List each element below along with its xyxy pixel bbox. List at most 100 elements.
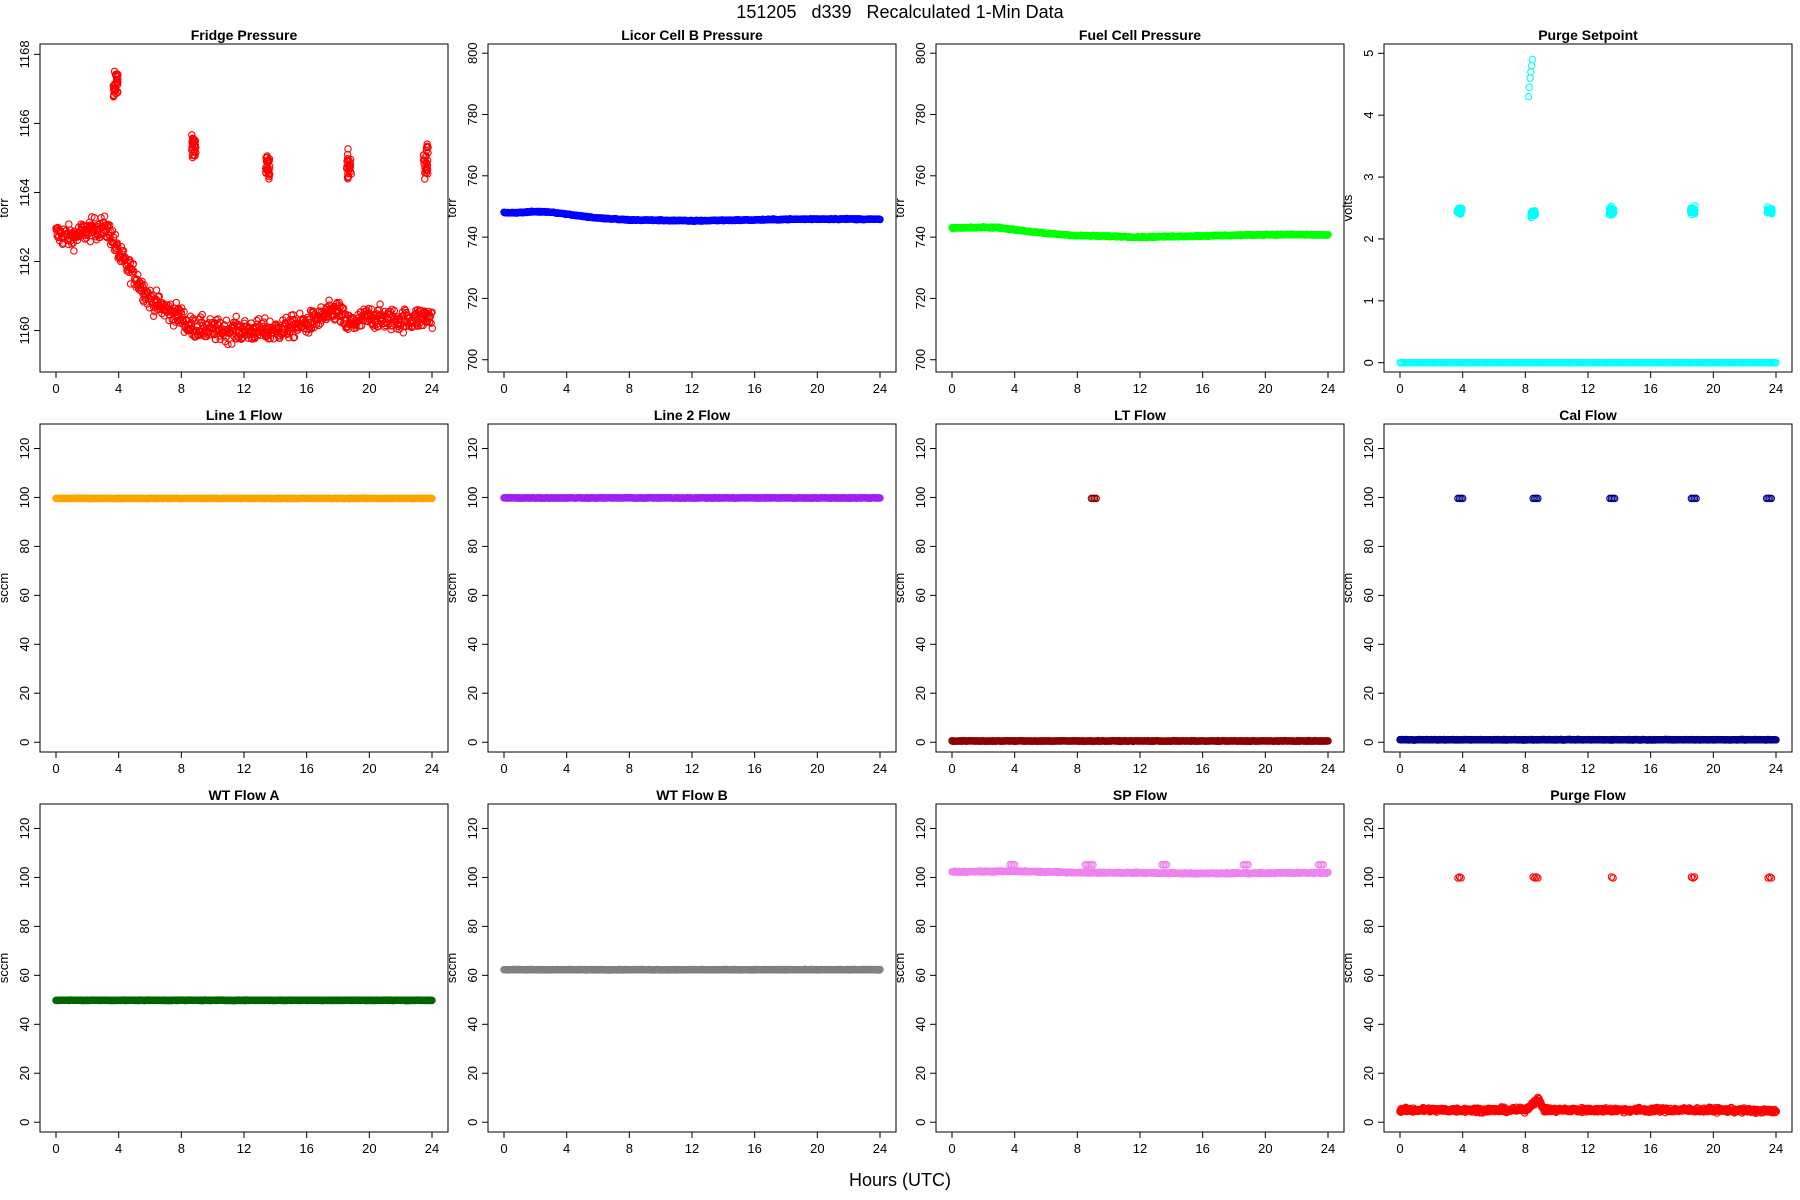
data-point (1772, 358, 1780, 367)
data-point (228, 340, 236, 348)
x-tick-label: 8 (626, 1141, 633, 1156)
y-axis-label: torr (892, 198, 907, 218)
y-tick-label: 120 (17, 818, 32, 840)
y-tick-label: 60 (913, 588, 928, 602)
data-point (189, 135, 198, 143)
y-tick-label: 40 (913, 637, 928, 651)
panel-title: WT Flow B (656, 787, 728, 803)
y-tick-label: 20 (17, 1066, 32, 1080)
x-tick-label: 4 (563, 381, 570, 396)
x-tick-label: 16 (747, 761, 761, 776)
y-tick-label: 100 (17, 487, 32, 509)
data-point (70, 247, 78, 255)
y-tick-label: 0 (913, 739, 928, 746)
data-point (1525, 83, 1534, 92)
data-point (1610, 494, 1619, 503)
y-tick-label: 3 (1361, 173, 1376, 180)
data-point (336, 303, 344, 312)
data-point (1764, 205, 1772, 214)
y-tick-label: 60 (465, 968, 480, 982)
data-point (140, 281, 148, 289)
data-point (112, 72, 121, 80)
x-tick-label: 8 (1074, 761, 1081, 776)
x-tick-label: 20 (362, 381, 376, 396)
x-tick-label: 16 (299, 381, 313, 396)
y-axis-label: torr (0, 198, 11, 218)
x-tick-label: 20 (1706, 761, 1720, 776)
y-axis-label: sccm (892, 573, 907, 603)
x-tick-label: 12 (685, 381, 699, 396)
plot-frame (1383, 43, 1793, 373)
data-point (82, 234, 91, 242)
data-point (314, 321, 323, 330)
y-tick-label: 80 (913, 539, 928, 553)
x-tick-label: 4 (1011, 381, 1018, 396)
data-point (1458, 494, 1467, 503)
data-point (1529, 209, 1538, 217)
data-point (138, 277, 146, 285)
x-tick-label: 12 (685, 1141, 699, 1156)
x-tick-label: 4 (115, 761, 122, 776)
x-tick-label: 4 (1459, 381, 1466, 396)
y-axis-label: sccm (0, 573, 11, 603)
x-tick-label: 4 (1459, 761, 1466, 776)
y-tick-label: 4 (1361, 112, 1376, 119)
x-tick-label: 16 (747, 381, 761, 396)
y-tick-label: 1168 (17, 40, 32, 68)
data-point (1527, 68, 1535, 76)
x-tick-label: 8 (626, 761, 633, 776)
panel-title: Line 2 Flow (654, 407, 730, 423)
data-point (344, 155, 352, 163)
x-tick-label: 12 (1581, 381, 1595, 396)
x-tick-label: 8 (178, 1141, 185, 1156)
data-point (1456, 206, 1464, 214)
x-tick-label: 24 (425, 1141, 439, 1156)
y-tick-label: 100 (465, 487, 480, 509)
points-line-1-flow (52, 494, 436, 503)
data-point (1607, 205, 1615, 213)
y-tick-label: 120 (465, 438, 480, 460)
data-point (188, 153, 197, 162)
data-point (1772, 736, 1780, 744)
x-tick-label: 0 (52, 761, 59, 776)
data-point (193, 322, 202, 331)
x-tick-label: 0 (500, 381, 507, 396)
y-tick-label: 80 (1361, 539, 1376, 553)
x-tick-label: 0 (1396, 761, 1403, 776)
y-tick-label: 1164 (17, 178, 32, 206)
data-point (114, 70, 122, 79)
y-tick-label: 1 (1361, 297, 1376, 304)
plot-frame (39, 423, 449, 753)
data-point (387, 325, 395, 334)
x-tick-label: 16 (1195, 761, 1209, 776)
data-point (222, 316, 231, 325)
x-tick-label: 24 (425, 381, 439, 396)
y-tick-label: 40 (17, 1017, 32, 1031)
data-point (196, 313, 205, 321)
points-purge-setpoint (1396, 55, 1780, 367)
data-point (117, 243, 126, 251)
x-tick-label: 12 (237, 381, 251, 396)
points-line-2-flow (500, 493, 884, 502)
points-fuel-cell-pressure (948, 223, 1332, 242)
y-tick-label: 760 (913, 165, 928, 187)
x-tick-label: 24 (873, 761, 887, 776)
plot-frame (487, 423, 897, 753)
data-point (1688, 208, 1697, 217)
x-tick-label: 4 (115, 1141, 122, 1156)
panel-title: Fridge Pressure (191, 27, 298, 43)
y-tick-label: 40 (465, 637, 480, 651)
y-axis-label: sccm (1340, 573, 1355, 603)
data-point (152, 286, 161, 294)
data-point (346, 167, 355, 176)
data-point (259, 318, 268, 326)
data-point (427, 319, 435, 327)
plot-frame (39, 803, 449, 1133)
x-tick-label: 20 (362, 761, 376, 776)
x-tick-label: 12 (237, 761, 251, 776)
